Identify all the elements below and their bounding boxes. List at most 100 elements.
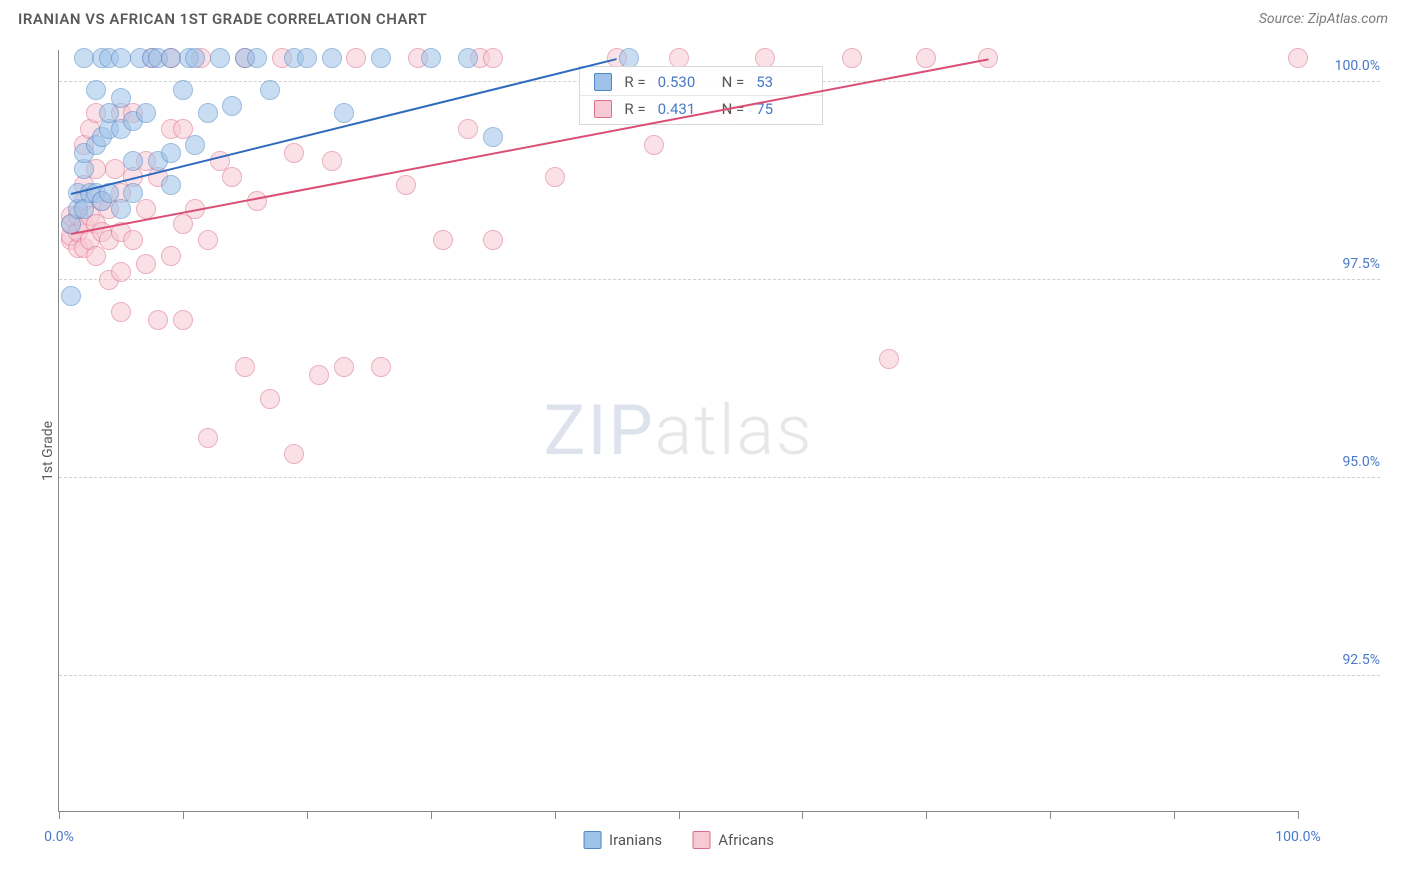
scatter-point bbox=[334, 357, 354, 377]
scatter-point bbox=[136, 254, 156, 274]
watermark: ZIPatlas bbox=[544, 390, 814, 472]
scatter-point bbox=[371, 48, 391, 68]
square-icon bbox=[583, 831, 601, 849]
stat-r-label: R = bbox=[624, 100, 645, 118]
stat-n-value: 53 bbox=[756, 73, 808, 91]
stats-row: R =0.431N =75 bbox=[580, 95, 822, 122]
scatter-point bbox=[185, 48, 205, 68]
square-icon bbox=[594, 100, 612, 118]
scatter-point bbox=[123, 183, 143, 203]
gridline bbox=[59, 279, 1380, 280]
scatter-point bbox=[247, 48, 267, 68]
stat-r-value: 0.530 bbox=[658, 73, 710, 91]
scatter-point bbox=[644, 135, 664, 155]
scatter-point bbox=[483, 230, 503, 250]
scatter-point bbox=[322, 48, 342, 68]
scatter-point bbox=[297, 48, 317, 68]
x-tick bbox=[1174, 811, 1175, 819]
scatter-point bbox=[198, 103, 218, 123]
scatter-point bbox=[198, 428, 218, 448]
square-icon bbox=[594, 73, 612, 91]
scatter-point bbox=[222, 167, 242, 187]
source-attribution: Source: ZipAtlas.com bbox=[1259, 11, 1388, 27]
legend-item-iranians: Iranians bbox=[583, 831, 662, 849]
plot-area: ZIPatlas Iranians Africans 92.5%95.0%97.… bbox=[58, 50, 1298, 812]
scatter-point bbox=[1288, 48, 1308, 68]
scatter-point bbox=[483, 48, 503, 68]
scatter-point bbox=[74, 48, 94, 68]
scatter-point bbox=[235, 357, 255, 377]
y-tick-label: 100.0% bbox=[1308, 58, 1380, 74]
scatter-point bbox=[222, 96, 242, 116]
y-tick-label: 97.5% bbox=[1308, 256, 1380, 272]
x-tick-label: 100.0% bbox=[1275, 829, 1320, 845]
scatter-point bbox=[916, 48, 936, 68]
legend-label: Africans bbox=[718, 831, 774, 849]
chart-container: 1st Grade ZIPatlas Iranians Africans 92.… bbox=[18, 40, 1388, 862]
scatter-point bbox=[322, 151, 342, 171]
watermark-zip: ZIP bbox=[544, 390, 655, 472]
scatter-point bbox=[669, 48, 689, 68]
scatter-point bbox=[619, 48, 639, 68]
scatter-point bbox=[545, 167, 565, 187]
scatter-point bbox=[334, 103, 354, 123]
scatter-point bbox=[161, 175, 181, 195]
x-tick bbox=[1050, 811, 1051, 819]
scatter-point bbox=[842, 48, 862, 68]
x-tick bbox=[555, 811, 556, 819]
chart-title: IRANIAN VS AFRICAN 1ST GRADE CORRELATION… bbox=[18, 10, 427, 28]
scatter-point bbox=[309, 365, 329, 385]
gridline bbox=[59, 477, 1380, 478]
scatter-point bbox=[371, 357, 391, 377]
scatter-point bbox=[123, 230, 143, 250]
stats-box: R = 0.530 N = 53 R =0.431N =75 bbox=[579, 66, 823, 125]
scatter-point bbox=[284, 444, 304, 464]
scatter-point bbox=[105, 159, 125, 179]
legend: Iranians Africans bbox=[583, 831, 774, 849]
square-icon bbox=[692, 831, 710, 849]
scatter-point bbox=[161, 143, 181, 163]
x-tick bbox=[679, 811, 680, 819]
stats-row: R = 0.530 N = 53 bbox=[580, 69, 822, 95]
scatter-point bbox=[111, 302, 131, 322]
scatter-point bbox=[483, 127, 503, 147]
x-tick bbox=[183, 811, 184, 819]
scatter-point bbox=[136, 199, 156, 219]
x-tick bbox=[59, 811, 60, 819]
watermark-atlas: atlas bbox=[655, 390, 814, 472]
x-tick bbox=[431, 811, 432, 819]
scatter-point bbox=[61, 286, 81, 306]
scatter-point bbox=[185, 135, 205, 155]
x-tick-label: 0.0% bbox=[44, 829, 74, 845]
gridline bbox=[59, 675, 1380, 676]
x-tick bbox=[802, 811, 803, 819]
stat-n-label: N = bbox=[722, 73, 745, 91]
scatter-point bbox=[458, 119, 478, 139]
scatter-point bbox=[879, 349, 899, 369]
scatter-point bbox=[161, 48, 181, 68]
scatter-point bbox=[161, 246, 181, 266]
scatter-point bbox=[111, 262, 131, 282]
scatter-point bbox=[173, 80, 193, 100]
scatter-point bbox=[433, 230, 453, 250]
scatter-point bbox=[755, 48, 775, 68]
legend-label: Iranians bbox=[609, 831, 662, 849]
scatter-point bbox=[421, 48, 441, 68]
x-tick bbox=[926, 811, 927, 819]
scatter-point bbox=[123, 151, 143, 171]
trend-line bbox=[71, 58, 617, 195]
scatter-point bbox=[346, 48, 366, 68]
y-axis-label: 1st Grade bbox=[40, 421, 56, 481]
scatter-point bbox=[396, 175, 416, 195]
scatter-point bbox=[210, 48, 230, 68]
scatter-point bbox=[148, 310, 168, 330]
stat-r-label: R = bbox=[624, 73, 645, 91]
scatter-point bbox=[173, 310, 193, 330]
y-tick-label: 95.0% bbox=[1308, 454, 1380, 470]
scatter-point bbox=[260, 389, 280, 409]
legend-item-africans: Africans bbox=[692, 831, 774, 849]
scatter-point bbox=[284, 143, 304, 163]
x-tick bbox=[307, 811, 308, 819]
scatter-point bbox=[111, 48, 131, 68]
scatter-point bbox=[111, 88, 131, 108]
